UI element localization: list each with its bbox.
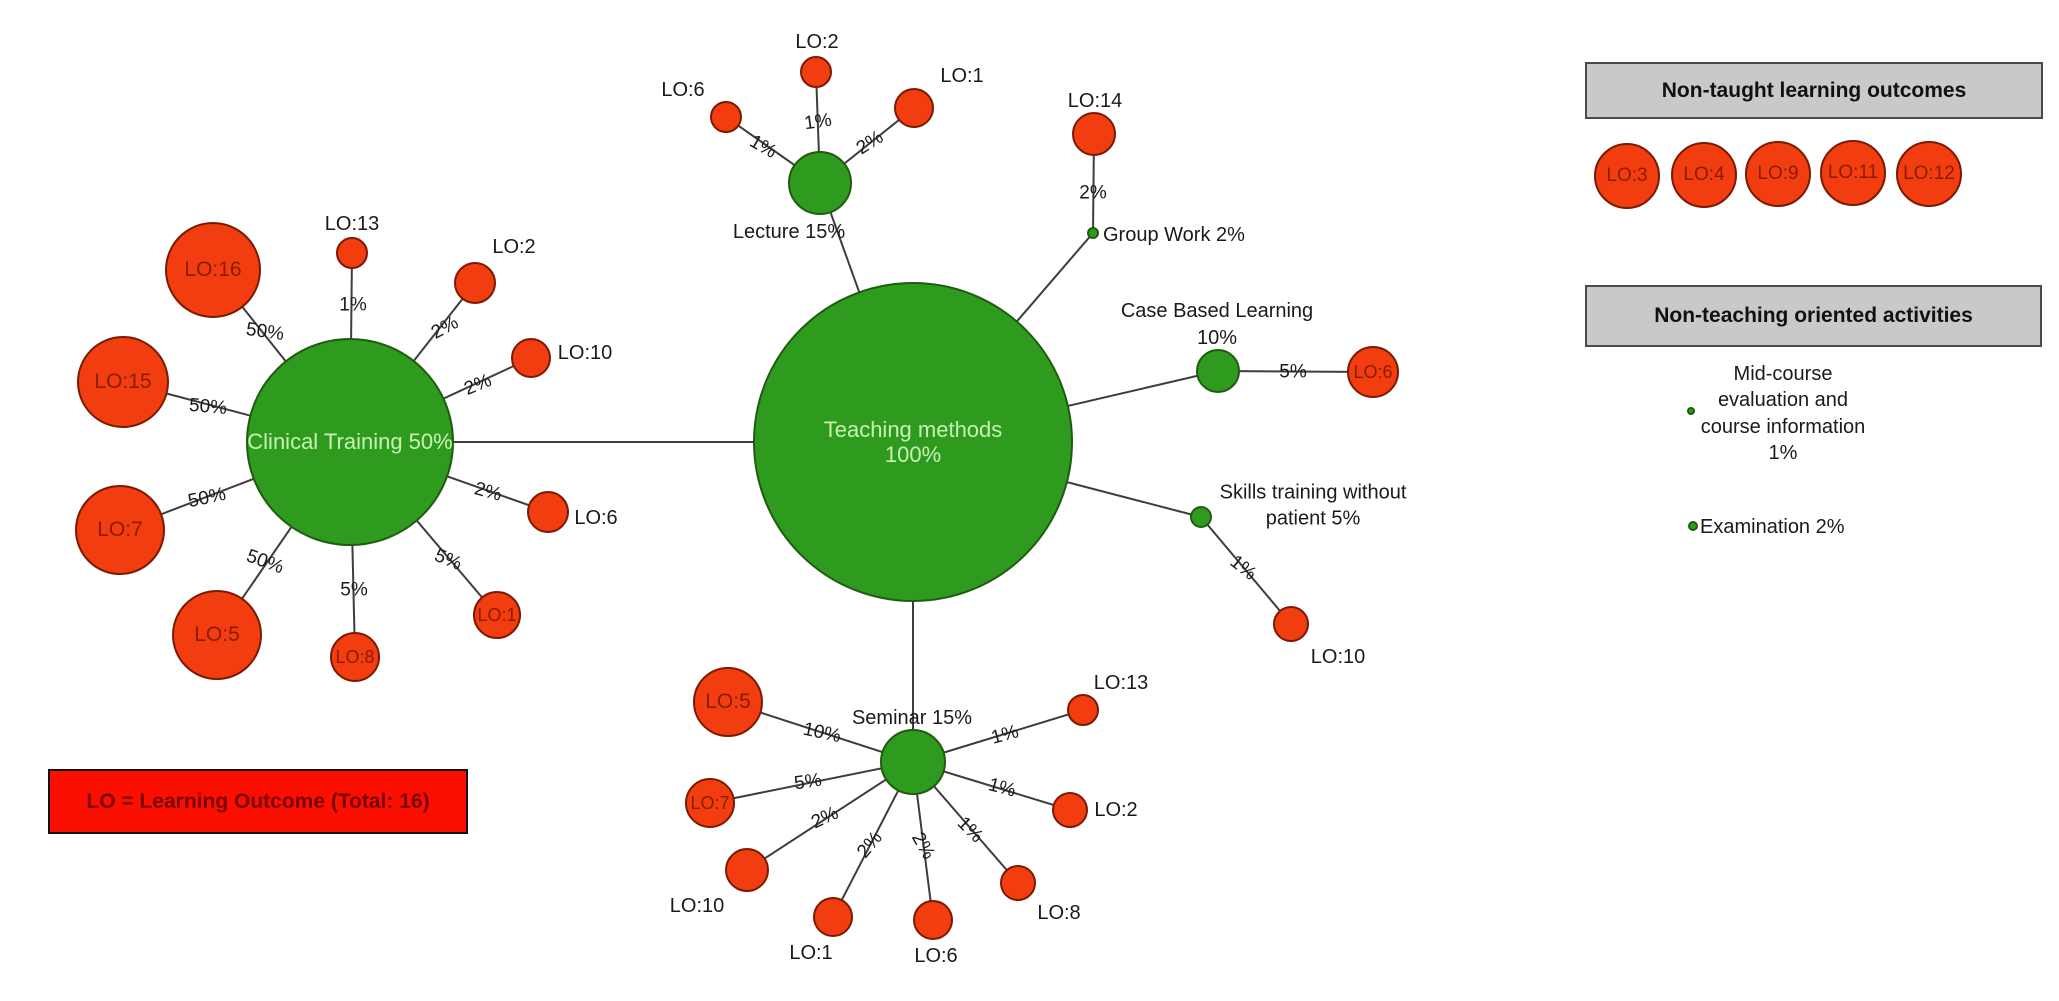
lo10-clinical-label: LO:10 xyxy=(557,341,613,364)
lo6-seminar xyxy=(913,900,953,940)
case-based-pct-label: 10% xyxy=(1196,326,1238,349)
clinical-training-node: Clinical Training 50% xyxy=(246,338,454,546)
lo1-seminar xyxy=(813,897,853,937)
lo1-clinical: LO:1 xyxy=(473,591,521,639)
lo13-seminar-label: LO:13 xyxy=(1093,671,1149,694)
lo10-seminar-label: LO:10 xyxy=(669,894,725,917)
lo1-lecture xyxy=(894,88,934,128)
lo6-seminar-label: LO:6 xyxy=(914,944,958,967)
lo3-nontaught: LO:3 xyxy=(1594,143,1660,209)
pct-casebased-lo6: 5% xyxy=(1279,361,1307,383)
lo6-clinical xyxy=(527,491,569,533)
lo6-clinical-label: LO:6 xyxy=(574,506,618,529)
lo10-clinical xyxy=(511,338,551,378)
lecture-label: Lecture 15% xyxy=(732,220,846,243)
pct-lecture-lo2: 1% xyxy=(802,109,834,135)
lo14-groupwork-label: LO:14 xyxy=(1067,89,1123,112)
lo7-seminar: LO:7 xyxy=(685,778,735,828)
lo10-seminar xyxy=(725,848,769,892)
lo2-clinical xyxy=(454,262,496,304)
lo1-seminar-label: LO:1 xyxy=(789,941,833,964)
group-work-node xyxy=(1087,227,1099,239)
examination-label: Examination 2% xyxy=(1700,515,1845,538)
non-teaching-header: Non-teaching oriented activities xyxy=(1585,285,2042,347)
lo2-lecture xyxy=(800,56,832,88)
lecture-node xyxy=(788,151,852,215)
pct-seminar-lo7: 5% xyxy=(792,769,824,795)
pct-groupwork-lo14: 2% xyxy=(1079,182,1107,204)
case-based-label: Case Based Learning xyxy=(1120,299,1314,322)
lo2-seminar-label: LO:2 xyxy=(1094,798,1138,821)
lo13-clinical-label: LO:13 xyxy=(324,212,380,235)
lo5-clinical: LO:5 xyxy=(172,590,262,680)
case-based-learning-node xyxy=(1196,349,1240,393)
mid-course-label: Mid-course evaluation and course informa… xyxy=(1700,363,1866,465)
lo5-seminar: LO:5 xyxy=(693,667,763,737)
lo6-casebased: LO:6 xyxy=(1347,346,1399,398)
mid-course-node xyxy=(1687,407,1695,415)
lo4-nontaught: LO:4 xyxy=(1671,142,1737,208)
lo10-skills-label: LO:10 xyxy=(1310,645,1366,668)
lo15-clinical: LO:15 xyxy=(77,336,169,428)
seminar-label: Seminar 15% xyxy=(851,706,973,729)
non-taught-title: Non-taught learning outcomes xyxy=(1661,78,1967,102)
lo13-seminar xyxy=(1067,694,1099,726)
pct-clinical-lo8: 5% xyxy=(340,579,368,601)
lo8-seminar xyxy=(1000,865,1036,901)
lo6-lecture xyxy=(710,101,742,133)
seminar-node xyxy=(880,729,946,795)
non-taught-header: Non-taught learning outcomes xyxy=(1585,62,2043,119)
lo10-skills xyxy=(1273,606,1309,642)
lo2-clinical-label: LO:2 xyxy=(492,235,536,258)
lo9-nontaught: LO:9 xyxy=(1745,141,1811,207)
lo11-nontaught: LO:11 xyxy=(1820,140,1886,206)
lo16-clinical: LO:16 xyxy=(165,222,261,318)
lo12-nontaught: LO:12 xyxy=(1896,141,1962,207)
pct-clinical-lo16: 50% xyxy=(244,318,286,346)
edge-skills-training-node--lo10-skills xyxy=(1200,516,1292,625)
teaching-methods-node: Teaching methods 100% xyxy=(753,282,1073,602)
lo7-clinical: LO:7 xyxy=(75,485,165,575)
legend-box: LO = Learning Outcome (Total: 16) xyxy=(48,769,468,834)
edge-seminar-node--lo7-seminar xyxy=(709,761,914,804)
lo2-seminar xyxy=(1052,792,1088,828)
lo14-groupwork xyxy=(1072,112,1116,156)
lo13-clinical xyxy=(336,237,368,269)
lo1-lecture-label: LO:1 xyxy=(940,64,984,87)
pct-clinical-lo15: 50% xyxy=(188,394,228,420)
lo2-lecture-label: LO:2 xyxy=(795,30,839,53)
legend-text: LO = Learning Outcome (Total: 16) xyxy=(86,789,430,813)
non-teaching-title: Non-teaching oriented activities xyxy=(1654,304,1973,327)
lo8-seminar-label: LO:8 xyxy=(1037,901,1081,924)
group-work-label: Group Work 2% xyxy=(1103,223,1245,246)
skills-training-node xyxy=(1190,506,1212,528)
skills-training-label: Skills training without patient 5% xyxy=(1219,481,1407,530)
pct-clinical-lo13: 1% xyxy=(339,294,367,316)
examination-node xyxy=(1688,521,1698,531)
lo8-clinical: LO:8 xyxy=(330,632,380,682)
lo6-lecture-label: LO:6 xyxy=(661,78,705,101)
